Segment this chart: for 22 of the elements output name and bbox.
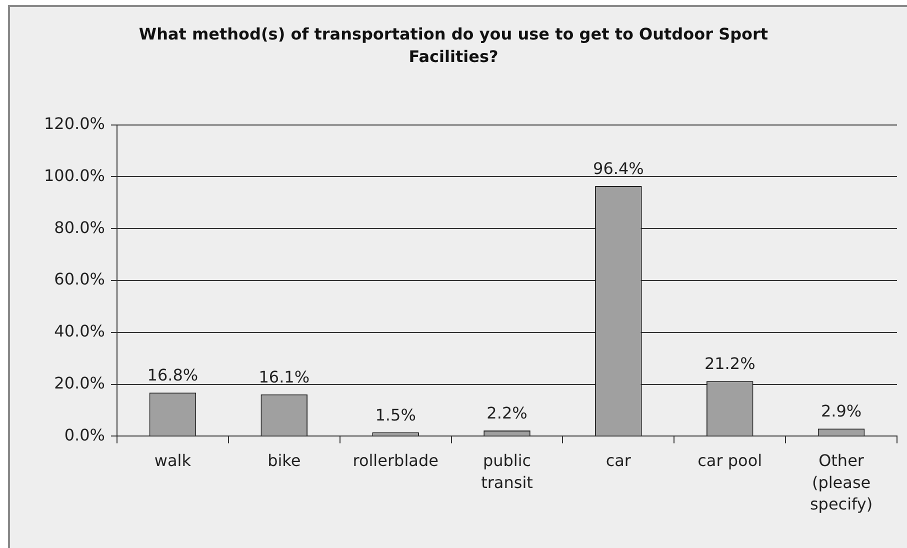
x-tick-label: bike bbox=[268, 451, 301, 470]
y-tick-label: 80.0% bbox=[54, 218, 105, 237]
data-label: 2.2% bbox=[486, 403, 528, 422]
data-label: 1.5% bbox=[375, 405, 416, 424]
x-tick-label: public transit bbox=[481, 451, 533, 492]
y-tick-label: 20.0% bbox=[54, 373, 105, 392]
y-tick-label: 60.0% bbox=[54, 270, 105, 289]
x-tick-label: Other (please specify) bbox=[810, 451, 873, 514]
data-label: 16.8% bbox=[147, 366, 198, 385]
x-tick-label: car pool bbox=[698, 451, 762, 470]
data-label: 2.9% bbox=[820, 402, 862, 421]
y-tick-label: 40.0% bbox=[54, 322, 105, 341]
y-tick-label: 120.0% bbox=[44, 114, 105, 133]
data-label: 16.1% bbox=[258, 367, 310, 386]
data-label: 21.2% bbox=[704, 354, 756, 374]
x-tick-label: car bbox=[606, 451, 632, 470]
y-tick-label: 100.0% bbox=[44, 166, 105, 185]
chart-title: What method(s) of transportation do you use to get to Outdoor Sport Facilities? bbox=[138, 24, 768, 66]
x-tick-label: walk bbox=[154, 451, 192, 470]
x-tick-label: rollerblade bbox=[352, 451, 438, 470]
y-tick-label: 0.0% bbox=[64, 425, 105, 444]
data-label: 96.4% bbox=[593, 159, 644, 178]
